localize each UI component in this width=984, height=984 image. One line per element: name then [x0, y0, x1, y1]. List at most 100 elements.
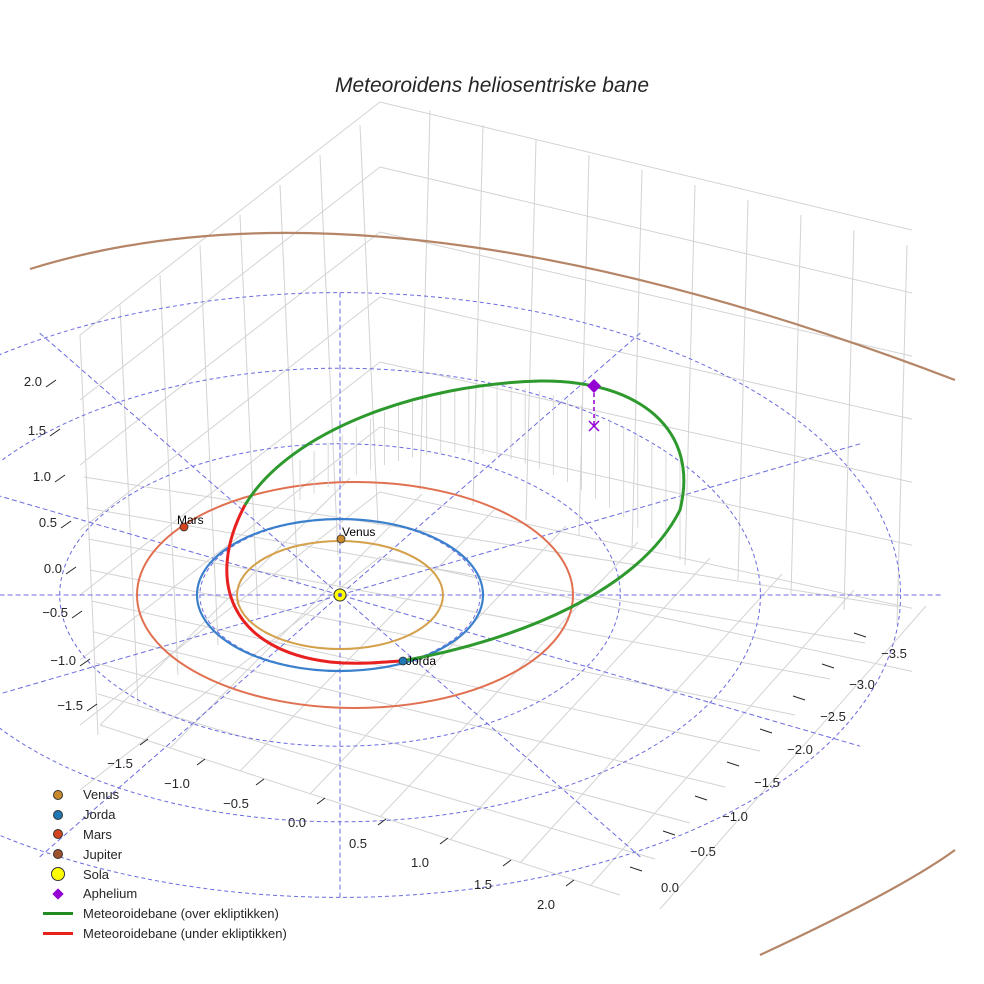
y-tick	[726, 761, 740, 767]
x-tick-label: 1.0	[411, 855, 429, 870]
jupiter-marker-icon	[53, 849, 63, 860]
z-tick	[71, 610, 83, 619]
z-tick	[49, 428, 61, 437]
venus-marker-icon	[53, 789, 63, 800]
legend-key	[38, 926, 78, 940]
orbit-below-line-icon	[43, 932, 73, 935]
legend-item: Meteoroidebane (over ekliptikken)	[38, 904, 287, 924]
legend-item: Jupiter	[38, 844, 287, 864]
mars-marker-icon	[179, 522, 189, 532]
z-tick-label: −0.5	[42, 605, 68, 620]
grid-line	[631, 169, 643, 551]
grid-line	[99, 477, 351, 726]
legend-item: Meteoroidebane (under ekliptikken)	[38, 924, 287, 944]
meteoroid-orbit-above	[243, 379, 686, 663]
earth-label: Jorda	[406, 654, 436, 668]
legend-key	[38, 847, 78, 861]
grid-line	[95, 662, 691, 824]
legend-key	[38, 867, 78, 882]
legend-key	[38, 827, 78, 841]
y-tick-label: −0.5	[690, 844, 716, 859]
grid-line	[99, 724, 621, 896]
y-tick-label: −1.0	[722, 809, 748, 824]
grid-line	[79, 101, 913, 336]
y-tick-label: −2.5	[820, 709, 846, 724]
chart-title: Meteoroidens heliosentriske bane	[334, 74, 650, 97]
grid-line	[359, 124, 379, 526]
legend-label: Mars	[83, 826, 112, 842]
x-tick-label: −1.0	[164, 776, 190, 791]
venus-label: Venus	[342, 525, 375, 539]
z-tick-label: 1.5	[28, 423, 46, 438]
y-tick-label: −3.0	[849, 677, 875, 692]
y-tick	[792, 695, 806, 701]
legend-key	[38, 907, 78, 921]
grid-line	[79, 491, 913, 726]
ecliptic-radial-line	[39, 332, 641, 858]
earth-marker-icon	[53, 809, 63, 820]
meteoroid-orbit	[225, 379, 686, 665]
grid-line	[790, 214, 802, 596]
y-tick	[662, 830, 676, 836]
grid-line	[119, 304, 139, 706]
grid-line	[79, 166, 913, 401]
aphelion-projection-x-icon	[588, 420, 600, 432]
sun-center-icon	[338, 593, 342, 597]
legend-label: Aphelium	[83, 886, 138, 902]
grid-line	[239, 509, 495, 772]
orbit-above-line-icon	[43, 912, 73, 915]
y-tick-label: −1.5	[754, 775, 780, 790]
legend-key	[38, 808, 78, 822]
x-tick	[255, 778, 265, 786]
x-tick	[502, 859, 512, 867]
meteoroid-orbit-below	[225, 504, 403, 665]
jupiter-orbit-far	[29, 231, 956, 382]
z-tick	[79, 658, 91, 667]
x-tick-label: 0.0	[288, 815, 306, 830]
legend: Venus Jorda Mars Jupiter Sola Aphelium Meteoro…	[38, 785, 287, 943]
grid-line	[79, 556, 913, 791]
grid-line	[79, 426, 913, 661]
x-tick	[439, 837, 449, 845]
legend-label: Sola	[83, 866, 110, 882]
legend-key	[38, 887, 78, 901]
y-tick	[694, 795, 708, 801]
grid-line	[379, 541, 639, 818]
aphelion-diamond-icon	[587, 379, 601, 393]
legend-label: Meteoroidebane (over ekliptikken)	[83, 906, 279, 922]
x-tick	[316, 797, 326, 805]
z-tick-label: 2.0	[24, 374, 42, 389]
grid-line	[93, 631, 726, 788]
sun-marker-icon	[51, 867, 65, 882]
grid-line	[239, 214, 259, 616]
legend-item: Venus	[38, 785, 287, 805]
y-tick-label: −2.0	[787, 742, 813, 757]
grid-line	[525, 139, 537, 521]
legend-key	[38, 788, 78, 802]
y-tick	[821, 663, 835, 669]
legend-label: Jorda	[83, 807, 116, 823]
grid-line	[91, 600, 761, 752]
ecliptic-radial-line	[39, 332, 641, 858]
z-tick	[86, 703, 98, 712]
grid-line	[589, 589, 855, 887]
legend-item: Aphelium	[38, 884, 287, 904]
legend-item: Sola	[38, 864, 287, 884]
axes-grid	[79, 101, 927, 910]
x-tick	[377, 818, 387, 826]
mars-label: Mars	[177, 513, 204, 527]
markers: Venus Jorda Mars	[177, 379, 601, 668]
legend-item: Jorda	[38, 805, 287, 825]
planet-orbits	[29, 231, 956, 956]
earth-marker-icon	[398, 656, 408, 666]
z-tick	[45, 379, 57, 388]
grid-line	[199, 244, 219, 646]
jupiter-orbit-near	[759, 849, 956, 956]
x-tick-label: 1.5	[474, 877, 492, 892]
mars-marker-icon	[53, 829, 63, 840]
x-tick-label: −1.5	[107, 756, 133, 771]
grid-line	[89, 569, 796, 716]
grid-line	[83, 476, 901, 608]
x-tick	[139, 738, 149, 746]
grid-line	[97, 693, 656, 860]
